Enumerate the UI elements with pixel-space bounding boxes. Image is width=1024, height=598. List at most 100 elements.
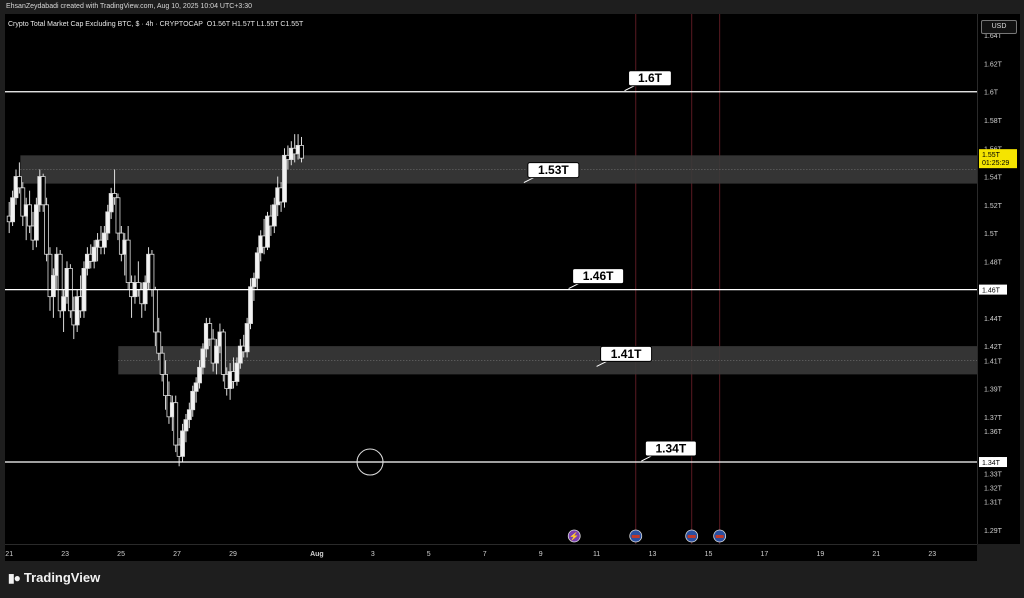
us-flag-stripe bbox=[715, 535, 724, 538]
candle-body bbox=[152, 289, 158, 333]
time-tick-label: 7 bbox=[483, 551, 487, 558]
time-tick-label: 23 bbox=[928, 551, 936, 558]
time-tick-label: 27 bbox=[173, 551, 181, 558]
candle-body bbox=[142, 282, 148, 305]
callout-pointer bbox=[596, 360, 607, 367]
callout-pointer bbox=[568, 283, 579, 290]
level-label: 1.46T bbox=[583, 269, 614, 283]
candlestick-chart[interactable]: 1.6T 1.46T 1.34T 1.53T 1.41T ⚡ bbox=[5, 14, 977, 544]
price-axis[interactable]: 1.64T1.62T1.6T1.58T1.56T1.54T1.52T1.5T1.… bbox=[977, 14, 1020, 544]
price-tick-label: 1.64T bbox=[984, 33, 1003, 40]
candle-body bbox=[101, 232, 107, 248]
price-tick-label: 1.52T bbox=[984, 203, 1003, 210]
price-tick-label: 1.5T bbox=[984, 231, 999, 238]
level-axis-tag bbox=[979, 284, 1007, 295]
candle-body bbox=[40, 176, 46, 206]
callout-pointer bbox=[523, 177, 535, 184]
candle-body bbox=[214, 345, 219, 364]
candle-body bbox=[91, 246, 97, 262]
price-tick-label: 1.6T bbox=[984, 90, 999, 97]
candle-body bbox=[27, 204, 32, 227]
price-tick-label: 1.33T bbox=[984, 471, 1003, 478]
candle-body bbox=[125, 239, 131, 283]
price-tick-label: 1.42T bbox=[984, 344, 1003, 351]
candle-body bbox=[193, 382, 199, 392]
us-flag-stripe bbox=[687, 535, 696, 538]
lightning-glyph: ⚡ bbox=[569, 531, 579, 541]
time-tick-label: 15 bbox=[705, 551, 713, 558]
time-tick-label: 3 bbox=[371, 551, 375, 558]
candle-body bbox=[33, 204, 39, 241]
candle-body bbox=[254, 252, 260, 279]
price-tick-label: 1.31T bbox=[984, 500, 1003, 507]
candle-body bbox=[108, 193, 114, 213]
candle-body bbox=[248, 286, 253, 324]
tradingview-brand: ▮● TradingView bbox=[8, 570, 100, 585]
candle-body bbox=[244, 323, 250, 353]
candle-body bbox=[50, 275, 56, 298]
time-tick-label: 23 bbox=[61, 551, 69, 558]
callout-pointer bbox=[641, 455, 652, 462]
price-tick-label: 1.29T bbox=[984, 528, 1003, 535]
callout-box bbox=[644, 440, 697, 457]
bar-countdown-label: 01:25:29 bbox=[982, 160, 1009, 167]
time-tick-label: 11 bbox=[593, 551, 600, 558]
candle-body bbox=[115, 197, 121, 234]
candle-body bbox=[159, 352, 165, 375]
symbol-legend: Crypto Total Market Cap Excluding BTC, $… bbox=[8, 21, 303, 28]
candle-body bbox=[234, 362, 240, 382]
time-tick-label: 25 bbox=[117, 551, 125, 558]
time-tick-label: 19 bbox=[816, 551, 824, 558]
candle-body bbox=[61, 296, 66, 312]
candle-body bbox=[135, 282, 141, 290]
candle-body bbox=[200, 348, 206, 368]
candle-body bbox=[265, 215, 270, 248]
lightning-icon bbox=[567, 529, 581, 543]
author-credit: EhsanZeydabadi created with TradingView.… bbox=[6, 3, 253, 10]
level-label: 1.53T bbox=[538, 163, 569, 177]
tradingview-logo-icon: ▮● bbox=[8, 571, 21, 585]
candle-body bbox=[112, 193, 117, 199]
level-label: 1.6T bbox=[638, 71, 663, 85]
time-tick-label: 9 bbox=[539, 551, 543, 558]
callout-pointer bbox=[624, 85, 635, 92]
price-tick-label: 1.58T bbox=[984, 118, 1003, 125]
candle-body bbox=[197, 366, 202, 384]
candle-body bbox=[251, 277, 257, 288]
time-tick-label: 21 bbox=[5, 551, 13, 558]
price-tick-label: 1.32T bbox=[984, 485, 1003, 492]
price-tick-label: 1.41T bbox=[984, 358, 1003, 365]
candle-body bbox=[44, 204, 49, 255]
level-axis-label: 1.46T bbox=[982, 288, 1001, 295]
price-tick-label: 1.36T bbox=[984, 429, 1003, 436]
bottom-circle-marker bbox=[356, 448, 384, 476]
symbol-name: Crypto Total Market Cap Excluding BTC, $… bbox=[8, 21, 203, 28]
price-tick-label: 1.37T bbox=[984, 415, 1003, 422]
time-tick-label: 13 bbox=[649, 551, 657, 558]
price-tick-label: 1.54T bbox=[984, 175, 1003, 182]
candle-body bbox=[57, 253, 63, 312]
candle-body bbox=[173, 402, 179, 446]
candle-body bbox=[282, 154, 287, 203]
time-tick-label: 17 bbox=[761, 551, 769, 558]
price-tick-label: 1.39T bbox=[984, 387, 1003, 394]
level-axis-tag bbox=[979, 457, 1007, 468]
callout-box bbox=[527, 162, 580, 179]
time-tick-label: 5 bbox=[427, 551, 431, 558]
callout-box bbox=[572, 268, 625, 285]
candle-body bbox=[271, 204, 277, 227]
candle-body bbox=[20, 187, 26, 217]
candle-body bbox=[207, 323, 213, 340]
currency-button[interactable]: USD bbox=[981, 20, 1017, 34]
candle-body bbox=[16, 176, 22, 189]
candle-body bbox=[220, 331, 226, 375]
candle-body bbox=[10, 197, 15, 223]
last-price-label: 1.55T bbox=[982, 152, 1001, 159]
time-axis[interactable]: 21 23 25 27 29 Aug 3 5 7 9 11 13 15 17 19 21 23 bbox=[5, 544, 977, 561]
price-chart-pane[interactable]: 1.6T 1.46T 1.34T 1.53T 1.41T ⚡ bbox=[5, 14, 977, 544]
time-axis-svg: 21 23 25 27 29 Aug 3 5 7 9 11 13 15 17 19 21 23 bbox=[5, 551, 936, 558]
callout-box bbox=[628, 70, 672, 87]
last-price-tag bbox=[979, 149, 1017, 169]
candle-body bbox=[190, 390, 196, 411]
